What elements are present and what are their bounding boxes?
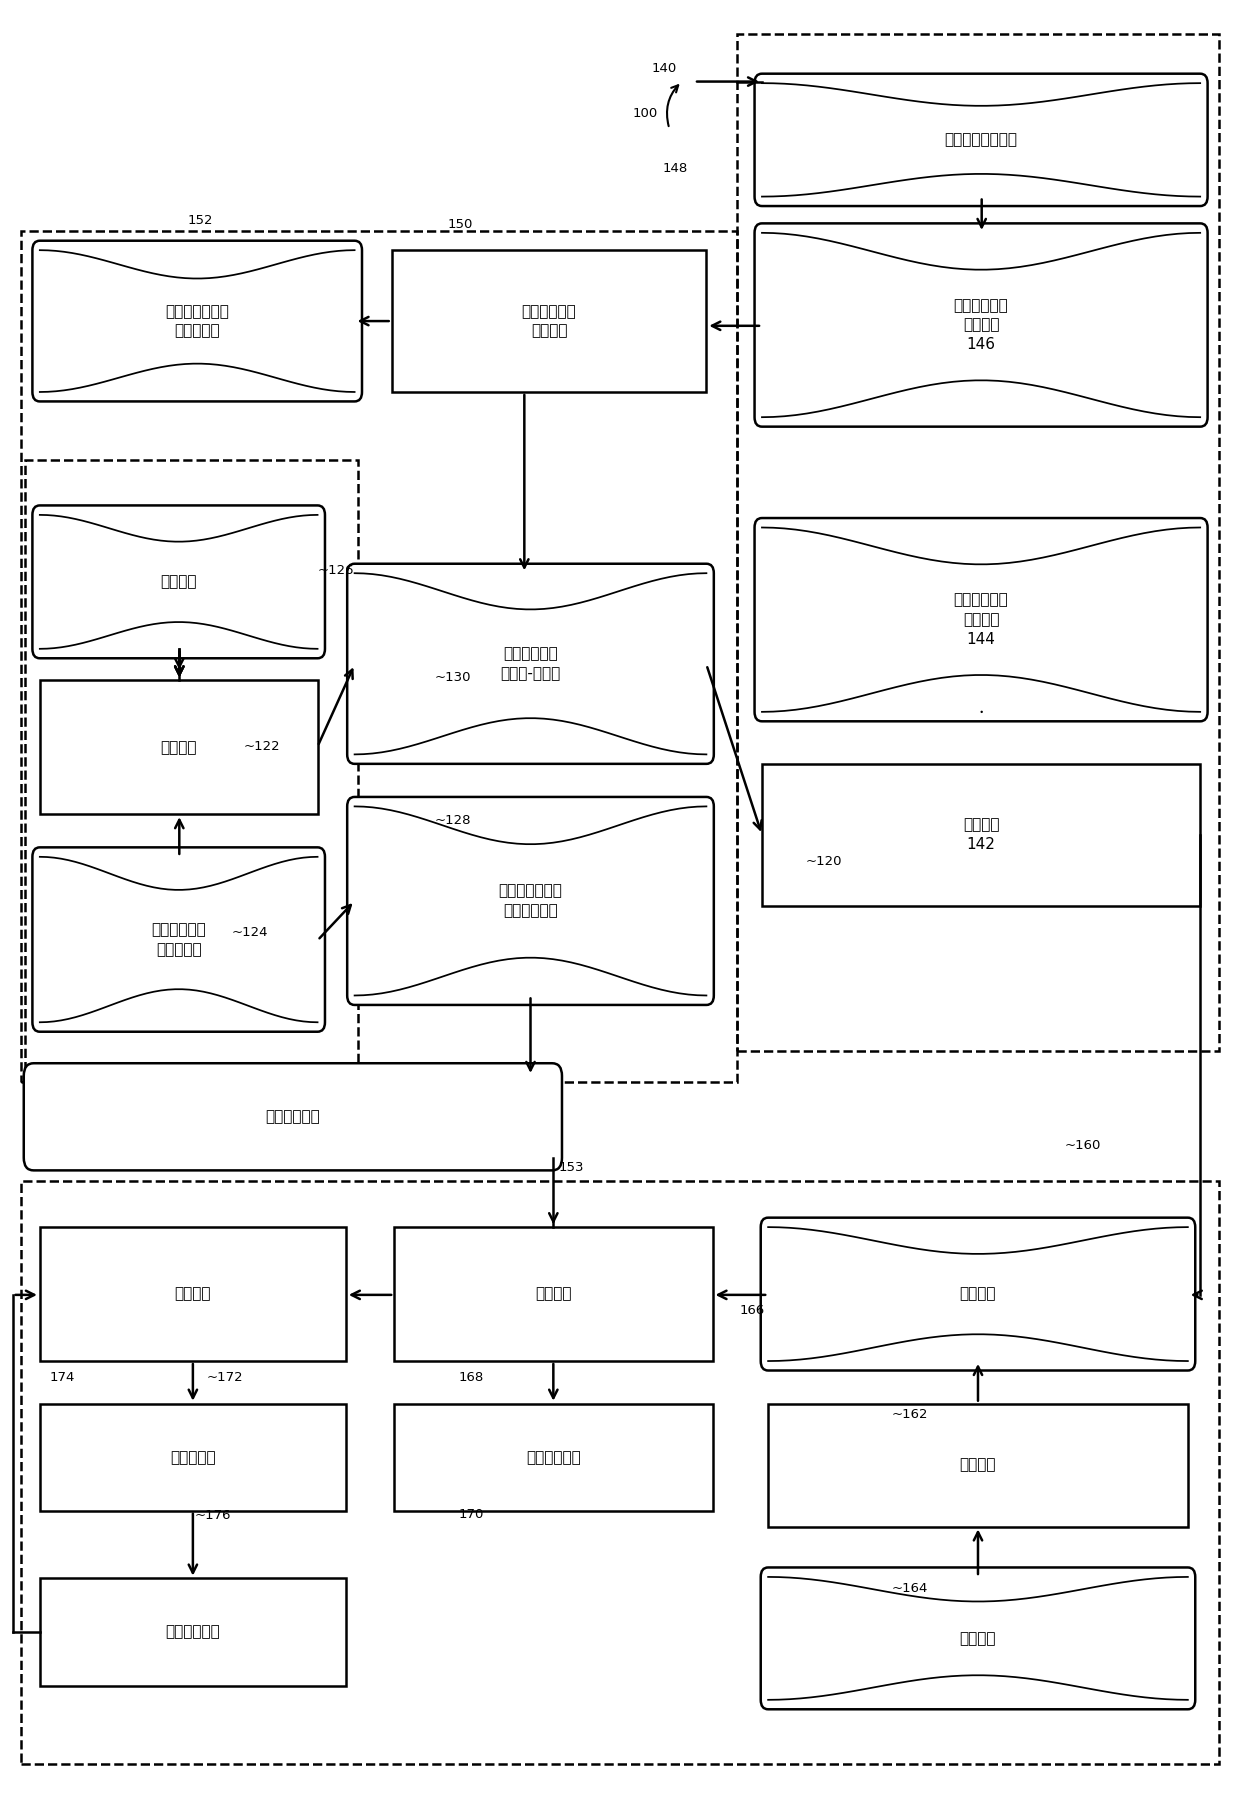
Text: 情绪切换行为: 情绪切换行为 — [265, 1109, 320, 1125]
Bar — [25, 459, 358, 1075]
Bar — [394, 1227, 713, 1362]
Text: 100: 100 — [632, 106, 657, 120]
Text: ~128: ~128 — [435, 814, 471, 827]
Text: 当前刺激: 当前刺激 — [960, 1286, 996, 1302]
Text: 角色分析: 角色分析 — [160, 739, 197, 755]
Text: 148: 148 — [662, 161, 688, 174]
Text: 量化个性简档，
每个情绪一个: 量化个性简档， 每个情绪一个 — [498, 883, 563, 919]
Bar — [761, 764, 1200, 906]
Text: ~124: ~124 — [232, 926, 268, 938]
Bar — [40, 1579, 346, 1686]
Text: ~164: ~164 — [892, 1582, 928, 1595]
FancyBboxPatch shape — [347, 797, 714, 1005]
FancyBboxPatch shape — [755, 518, 1208, 721]
Bar — [40, 1403, 346, 1511]
Text: 个性评分的机器
人社交行为: 个性评分的机器 人社交行为 — [165, 303, 229, 339]
Text: 机器人低水平例程: 机器人低水平例程 — [945, 133, 1018, 147]
Bar — [21, 231, 738, 1082]
Text: 153: 153 — [558, 1161, 584, 1173]
Text: 174: 174 — [50, 1371, 76, 1383]
Text: ~120: ~120 — [805, 856, 842, 868]
Text: 刺激表征: 刺激表征 — [960, 1457, 996, 1473]
FancyBboxPatch shape — [760, 1568, 1195, 1710]
Text: 通用的机器人
社交行为
146: 通用的机器人 社交行为 146 — [954, 298, 1008, 352]
Text: ~160: ~160 — [1064, 1139, 1101, 1152]
FancyBboxPatch shape — [32, 240, 362, 402]
Text: ~176: ~176 — [195, 1509, 231, 1521]
FancyBboxPatch shape — [32, 847, 325, 1032]
FancyBboxPatch shape — [32, 506, 325, 658]
Text: 环境数据: 环境数据 — [960, 1631, 996, 1645]
Text: ~122: ~122 — [244, 739, 280, 753]
Text: 下一个响应: 下一个响应 — [170, 1450, 216, 1464]
FancyBboxPatch shape — [755, 74, 1208, 206]
Text: 150: 150 — [448, 219, 472, 231]
Text: 140: 140 — [651, 63, 677, 75]
Text: 166: 166 — [739, 1304, 764, 1317]
Text: 机器人驱动器: 机器人驱动器 — [165, 1625, 221, 1640]
Text: 特征社交行为
（刺激-响应）: 特征社交行为 （刺激-响应） — [501, 646, 560, 682]
Text: 当前个性简档: 当前个性简档 — [526, 1450, 580, 1464]
Text: ~126: ~126 — [317, 563, 355, 576]
Text: 响应选择: 响应选择 — [175, 1286, 211, 1302]
Text: 用于角色或人
的行为数据: 用于角色或人 的行为数据 — [151, 922, 206, 956]
Text: 映射的机器人
社交行为
144: 映射的机器人 社交行为 144 — [954, 592, 1008, 648]
Bar — [738, 34, 1219, 1051]
Bar — [394, 1403, 713, 1511]
Text: 170: 170 — [459, 1507, 484, 1521]
Text: 通过个性量表
进行评分: 通过个性量表 进行评分 — [522, 303, 577, 339]
Text: ~130: ~130 — [435, 671, 471, 684]
FancyBboxPatch shape — [755, 224, 1208, 427]
Text: 情绪确定: 情绪确定 — [536, 1286, 572, 1302]
Bar — [21, 1182, 1219, 1765]
FancyBboxPatch shape — [347, 563, 714, 764]
Text: 168: 168 — [459, 1371, 484, 1383]
Bar — [392, 249, 707, 391]
Text: ~162: ~162 — [892, 1408, 928, 1421]
Text: 行为映射
142: 行为映射 142 — [962, 818, 999, 852]
FancyBboxPatch shape — [760, 1218, 1195, 1371]
Text: 个性量表: 个性量表 — [160, 574, 197, 590]
FancyBboxPatch shape — [24, 1064, 562, 1170]
Bar — [40, 680, 317, 814]
Bar — [40, 1227, 346, 1362]
Bar — [768, 1403, 1188, 1527]
Text: 152: 152 — [188, 213, 213, 226]
Text: ~172: ~172 — [207, 1371, 243, 1383]
